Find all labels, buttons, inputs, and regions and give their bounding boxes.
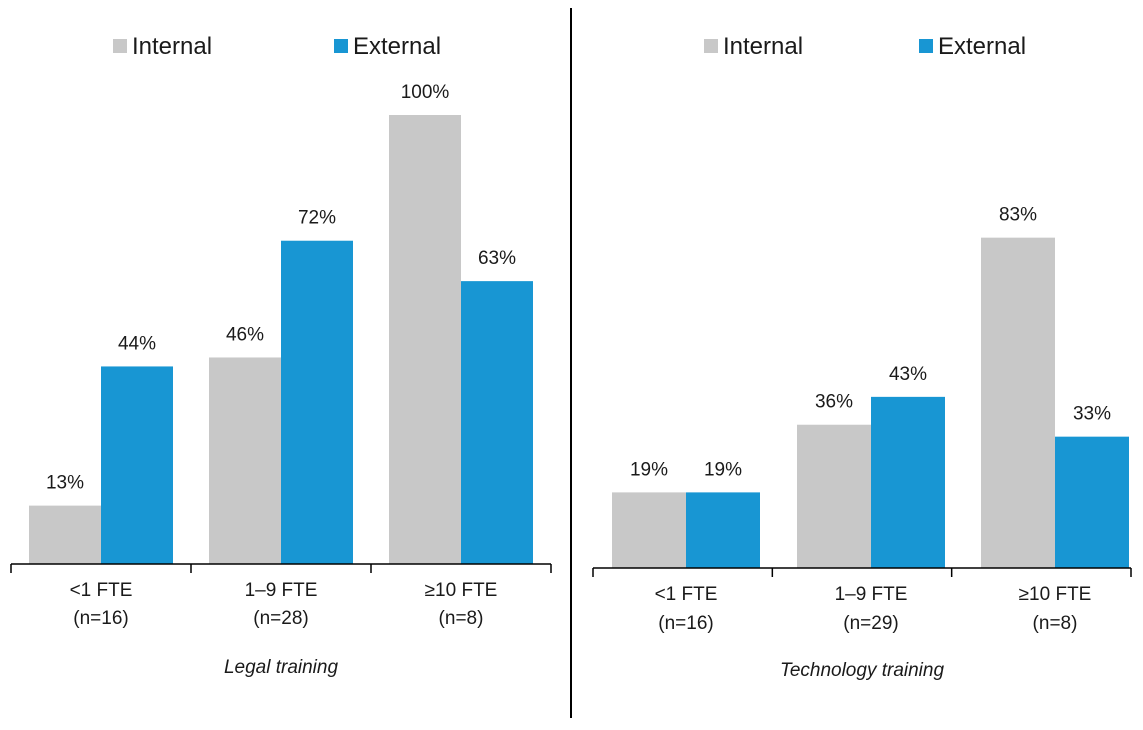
chart-panel-1: Internal External 13% 44% <1 FTE (n=16) 46% 72%…: [10, 33, 552, 678]
bar-external-1: [281, 240, 353, 564]
legend-label-0: Internal: [132, 33, 212, 60]
bar-external-0: [686, 492, 760, 568]
data-label-external-1: 43%: [889, 364, 927, 385]
bar-internal-0: [29, 505, 101, 564]
data-label-internal-0: 13%: [46, 473, 84, 494]
category-label-0: <1 FTE: [655, 584, 718, 605]
legend-label-1: External: [938, 33, 1026, 60]
legend-label-0: Internal: [723, 33, 803, 60]
bar-internal-2: [389, 115, 461, 564]
chart-title: Technology training: [780, 660, 945, 681]
bar-internal-1: [209, 357, 281, 564]
legend-swatch-0: [704, 39, 718, 53]
bar-external-0: [101, 366, 173, 564]
category-sample-size-2: (n=8): [1033, 613, 1078, 634]
data-label-external-1: 72%: [298, 208, 336, 229]
data-label-external-2: 33%: [1073, 404, 1111, 425]
data-label-internal-2: 83%: [999, 205, 1037, 226]
legend-label-1: External: [353, 33, 441, 60]
data-label-external-2: 63%: [478, 248, 516, 269]
bar-external-2: [1055, 436, 1129, 568]
legend-swatch-1: [919, 39, 933, 53]
category-sample-size-0: (n=16): [73, 608, 128, 629]
legend-swatch-1: [334, 39, 348, 53]
category-sample-size-0: (n=16): [658, 613, 713, 634]
category-sample-size-2: (n=8): [439, 608, 484, 629]
chart-title: Legal training: [224, 657, 339, 678]
category-label-0: <1 FTE: [70, 580, 133, 601]
bar-external-2: [461, 281, 533, 564]
bar-internal-0: [612, 492, 686, 568]
category-label-2: ≥10 FTE: [1019, 584, 1092, 605]
bar-external-1: [871, 396, 945, 568]
chart-panel-2: Internal External 19% 19% <1 FTE (n=16) 36% 43%…: [592, 33, 1132, 681]
data-label-external-0: 44%: [118, 333, 156, 354]
bar-internal-1: [797, 424, 871, 568]
category-sample-size-1: (n=29): [843, 613, 898, 634]
data-label-internal-1: 46%: [226, 324, 264, 345]
legend-swatch-0: [113, 39, 127, 53]
bar-internal-2: [981, 237, 1055, 568]
data-label-external-0: 19%: [704, 459, 742, 480]
data-label-internal-2: 100%: [401, 82, 450, 103]
category-label-1: 1–9 FTE: [835, 584, 908, 605]
category-sample-size-1: (n=28): [253, 608, 308, 629]
category-label-2: ≥10 FTE: [425, 580, 498, 601]
category-label-1: 1–9 FTE: [245, 580, 318, 601]
data-label-internal-0: 19%: [630, 459, 668, 480]
data-label-internal-1: 36%: [815, 392, 853, 413]
